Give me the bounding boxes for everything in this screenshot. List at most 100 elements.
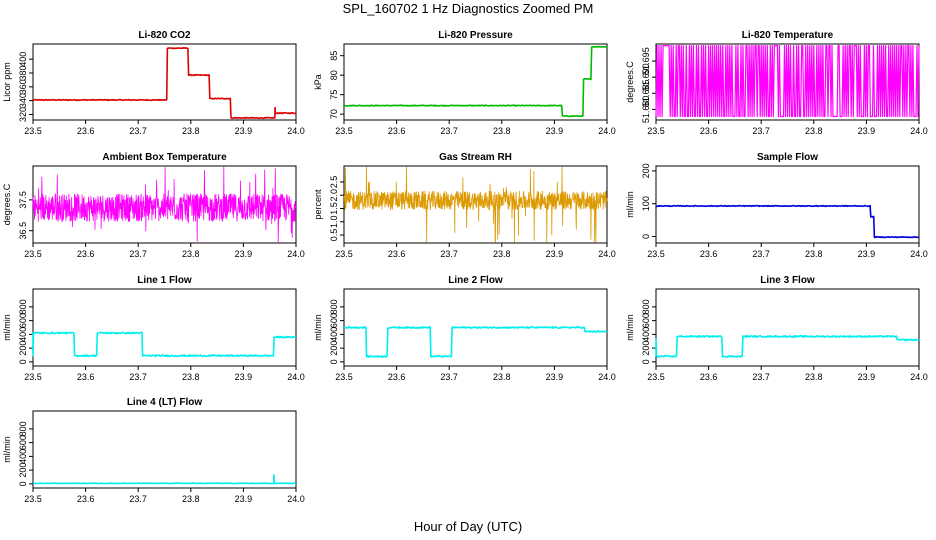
x-tick-label: 23.5 [24, 372, 42, 382]
chart-panel-8: Line 2 Flow 23.5 23.6 23.7 23.8 23.9 24.0 0 2004… [313, 275, 616, 382]
x-tick-label: 23.8 [493, 372, 511, 382]
y-tick-label: 37.5 [18, 191, 28, 209]
y-tick-label: 320 [18, 107, 28, 122]
x-tick-label: 23.9 [235, 126, 253, 136]
x-tick-label: 24.0 [910, 126, 928, 136]
x-tick-label: 23.6 [388, 372, 406, 382]
x-tick-label: 23.7 [129, 372, 147, 382]
y-tick-label: 200 [641, 163, 651, 178]
x-tick-label: 23.7 [129, 494, 147, 504]
y-tick-label: 0 [18, 359, 28, 364]
x-tick-label: 24.0 [287, 249, 305, 259]
panel-title: Li-820 Temperature [742, 30, 834, 41]
x-tick-label: 23.9 [235, 372, 253, 382]
plot-frame [32, 288, 297, 367]
y-tick-label: 800 [641, 299, 651, 314]
data-series-line [343, 326, 608, 358]
x-tick-label: 23.7 [440, 126, 458, 136]
y-tick-label: 400 [18, 52, 28, 67]
y-tick-label: 85 [329, 51, 339, 61]
y-tick-label: 75 [329, 90, 339, 100]
data-series-line [32, 166, 297, 243]
x-tick-label: 24.0 [287, 372, 305, 382]
data-series-line [32, 331, 297, 358]
x-tick-label: 23.8 [493, 249, 511, 259]
panel-title: Li-820 Pressure [438, 30, 513, 41]
plot-frame [343, 165, 608, 244]
x-tick-label: 23.7 [752, 249, 770, 259]
x-tick-label: 23.5 [647, 126, 665, 136]
x-tick-label: 23.5 [24, 126, 42, 136]
x-tick-label: 23.5 [24, 494, 42, 504]
x-tick-label: 23.8 [182, 372, 200, 382]
y-tick-label: 800 [329, 299, 339, 314]
x-tick-label: 23.8 [805, 249, 823, 259]
y-tick-label: 2.0 [329, 189, 339, 202]
x-tick-label: 24.0 [910, 249, 928, 259]
y-tick-label: 200 [18, 463, 28, 478]
x-tick-label: 23.7 [752, 126, 770, 136]
y-axis-label: degrees.C [2, 183, 12, 225]
x-tick-label: 23.5 [647, 249, 665, 259]
data-series-line [655, 204, 920, 239]
figure-xlabel: Hour of Day (UTC) [414, 519, 522, 534]
chart-panel-1: Li-820 CO2 23.5 23.6 23.7 23.8 23.9 24.0 320340… [2, 30, 305, 136]
plot-frame [343, 43, 608, 121]
x-tick-label: 23.8 [805, 372, 823, 382]
y-tick-label: 51.685 [641, 80, 651, 108]
y-axis-label: ml/min [625, 314, 635, 341]
chart-panel-4: Ambient Box Temperature 23.5 23.6 23.7 23.8 2… [2, 152, 305, 259]
panel-title: Gas Stream RH [439, 152, 512, 163]
y-tick-label: 0 [18, 481, 28, 486]
figure-title: SPL_160702 1 Hz Diagnostics Zoomed PM [343, 1, 594, 16]
y-tick-label: 800 [18, 421, 28, 436]
x-tick-label: 23.5 [647, 372, 665, 382]
x-tick-label: 23.6 [388, 249, 406, 259]
panel-title: Line 2 Flow [448, 275, 503, 286]
y-tick-label: 1.0 [329, 216, 339, 229]
y-axis-label: kPa [313, 74, 323, 90]
panel-title: Ambient Box Temperature [102, 152, 227, 163]
y-tick-label: 400 [18, 449, 28, 464]
x-tick-label: 23.6 [388, 126, 406, 136]
x-tick-label: 23.6 [700, 126, 718, 136]
x-tick-label: 24.0 [598, 126, 616, 136]
y-tick-label: 1.5 [329, 202, 339, 215]
y-tick-label: 380 [18, 66, 28, 81]
data-series-line [343, 45, 608, 118]
y-tick-label: 600 [18, 435, 28, 450]
y-axis-label: percent [313, 189, 323, 220]
y-tick-label: 800 [18, 299, 28, 314]
y-axis-label: Licor ppm [2, 62, 12, 102]
data-series-line [343, 166, 608, 243]
x-tick-label: 23.6 [700, 372, 718, 382]
x-tick-label: 23.9 [235, 249, 253, 259]
y-axis-label: ml/min [2, 436, 12, 463]
chart-panel-7: Line 1 Flow 23.5 23.6 23.7 23.8 23.9 24.0 0 2004… [2, 275, 305, 382]
y-tick-label: 400 [18, 327, 28, 342]
x-tick-label: 23.5 [335, 249, 353, 259]
y-tick-label: 400 [329, 327, 339, 342]
x-tick-label: 23.8 [182, 249, 200, 259]
y-tick-label: 400 [641, 327, 651, 342]
panel-title: Line 3 Flow [760, 275, 815, 286]
y-tick-label: 51.680 [641, 96, 651, 124]
panel-title: Sample Flow [757, 152, 818, 163]
y-tick-label: 0.5 [329, 229, 339, 242]
x-tick-label: 23.8 [493, 126, 511, 136]
y-axis-label: degrees.C [625, 61, 635, 103]
y-tick-label: 70 [329, 109, 339, 119]
chart-panel-6: Sample Flow 23.5 23.6 23.7 23.8 23.9 24.0 0 100 2… [625, 152, 928, 259]
chart-panel-2: Li-820 Pressure 23.5 23.6 23.7 23.8 23.9 24.0 7… [313, 30, 616, 136]
x-tick-label: 23.5 [24, 249, 42, 259]
x-tick-label: 23.9 [546, 372, 564, 382]
plot-frame [655, 288, 920, 367]
x-tick-label: 23.7 [129, 249, 147, 259]
x-tick-label: 24.0 [287, 494, 305, 504]
y-tick-label: 100 [641, 196, 651, 211]
y-tick-label: 340 [18, 93, 28, 108]
y-tick-label: 0 [641, 359, 651, 364]
y-tick-label: 2.5 [329, 176, 339, 189]
x-tick-label: 24.0 [598, 249, 616, 259]
